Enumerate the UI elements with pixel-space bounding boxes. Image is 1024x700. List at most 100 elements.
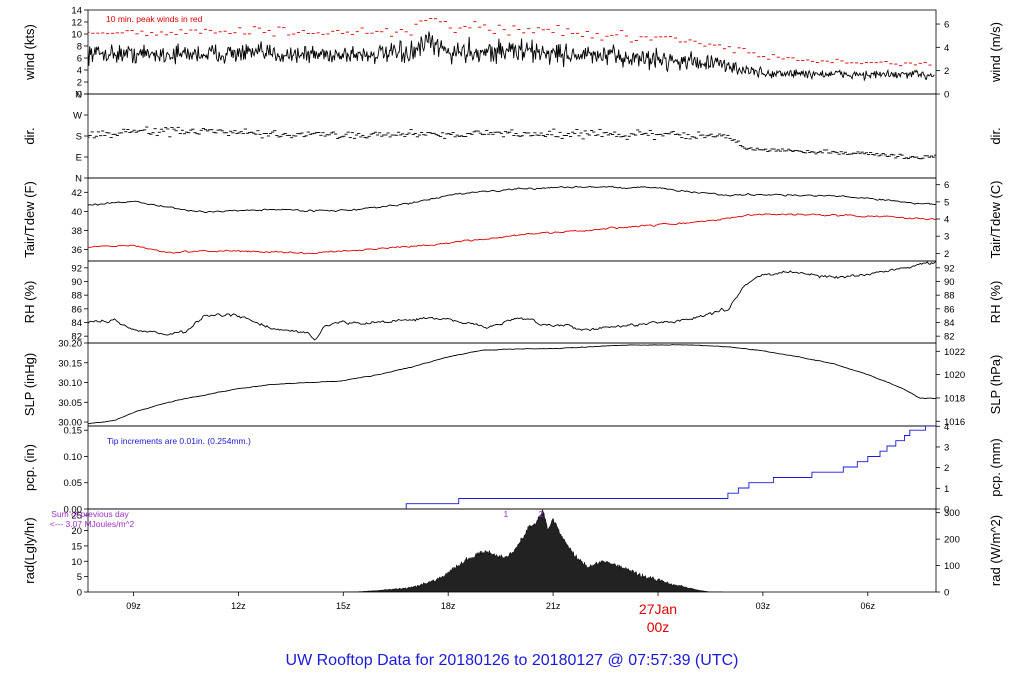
y-tick-label: 0.15	[64, 426, 83, 437]
y-tick-label: 30.00	[58, 418, 82, 429]
series-area-radiation	[353, 509, 711, 592]
y-axis-label-right: dir.	[988, 127, 1003, 144]
y-tick-label: 90	[71, 277, 82, 288]
y-tick-label: 0.05	[64, 478, 83, 489]
x-tick-label: 18z	[441, 601, 456, 611]
series-line-wind speed	[88, 31, 935, 82]
y-tick-label: 88	[71, 291, 82, 302]
series-marks-wind dir	[88, 126, 936, 160]
y-tick-label-right: 92	[944, 263, 955, 274]
y-tick-label: 38	[71, 226, 82, 237]
panel-pressure: 30.00 30.05 30.10 30.15 30.20 1016 1018 1020 102…	[22, 339, 1003, 429]
series-line-Tdew	[88, 213, 936, 255]
y-tick-label: 0.10	[64, 452, 83, 463]
y-tick-label: N	[75, 174, 82, 185]
y-tick-label-right: 2	[944, 66, 949, 77]
y-tick-label: 92	[71, 263, 82, 274]
y-tick-label: 30.15	[58, 358, 82, 369]
y-tick-label-right: 84	[944, 318, 955, 329]
y-tick-label-right: 90	[944, 277, 955, 288]
y-tick-label-right: 3	[944, 442, 949, 453]
y-tick-label: 12	[71, 18, 82, 29]
y-tick-label: N	[75, 90, 82, 101]
y-tick-label-right: 86	[944, 304, 955, 315]
x-tick-label: 15z	[336, 601, 351, 611]
panel-annotation: <--- 3.07 MJoules/m^2	[50, 519, 135, 529]
x-tick-label: 06z	[861, 601, 876, 611]
y-tick-label-right: 82	[944, 332, 955, 343]
panel-frame	[87, 93, 937, 179]
y-tick-label-right: 5	[944, 197, 949, 208]
y-tick-label: 82	[71, 332, 82, 343]
y-axis-label: rad(Lgly/hr)	[22, 517, 37, 583]
y-tick-label: 0	[77, 90, 82, 101]
y-tick-label: S	[76, 132, 82, 143]
y-tick-label-right: 1018	[944, 393, 965, 404]
y-tick-label-right: 0	[944, 90, 949, 101]
y-tick-label: 10	[71, 557, 82, 568]
y-tick-label: 84	[71, 318, 82, 329]
y-tick-label: 86	[71, 304, 82, 315]
y-tick-label: 25	[71, 511, 82, 522]
x-tick-label: 12z	[231, 601, 246, 611]
y-tick-label-right: 4	[944, 422, 949, 433]
y-axis-label: dir.	[22, 127, 37, 144]
y-tick-label-right: 0	[944, 505, 949, 516]
y-tick-label-right: 2	[944, 249, 949, 260]
series-line-RH	[88, 261, 936, 341]
y-tick-label: 4	[77, 66, 82, 77]
y-axis-label: RH (%)	[22, 281, 37, 324]
y-tick-label: 5	[77, 572, 82, 583]
y-tick-label: 10	[71, 30, 82, 41]
y-tick-label: E	[76, 153, 82, 164]
y-tick-label-right: 1016	[944, 417, 965, 428]
y-axis-label: SLP (inHg)	[22, 353, 37, 416]
y-tick-label-right: 1022	[944, 347, 965, 358]
y-tick-label: 8	[77, 42, 82, 53]
x-tick-label: 03z	[756, 601, 771, 611]
y-tick-label: W	[73, 111, 82, 122]
y-tick-label-right: 0	[944, 588, 949, 599]
series-line-Tair	[88, 185, 936, 214]
y-tick-label-right: 300	[944, 508, 960, 519]
y-tick-label-right: 88	[944, 291, 955, 302]
y-tick-label: 6	[77, 54, 82, 65]
panel-frame	[87, 260, 937, 344]
y-axis-label: wind (kts)	[22, 24, 37, 81]
sun-marker: 2	[538, 509, 543, 519]
sun-marker: 1	[504, 509, 509, 519]
y-tick-label-right: 2	[944, 463, 949, 474]
panel-annotation: Sum of previous day	[51, 509, 129, 519]
y-axis-label: Tair/Tdew (F)	[22, 181, 37, 258]
y-axis-label-right: wind (m/s)	[988, 22, 1003, 83]
series-line-accum	[88, 426, 936, 509]
y-tick-label: 15	[71, 541, 82, 552]
y-tick-label-right: 200	[944, 535, 960, 546]
y-tick-label: 2	[77, 78, 82, 89]
x-day-hour-label: 00z	[647, 619, 670, 635]
y-tick-label-right: 4	[944, 43, 949, 54]
y-tick-label-right: 100	[944, 561, 960, 572]
y-axis-label-right: SLP (hPa)	[988, 355, 1003, 415]
y-tick-label: 14	[71, 6, 82, 17]
panel-annotation: Tip increments are 0.01in. (0.254mm.)	[107, 436, 251, 446]
y-tick-label: 0	[77, 588, 82, 599]
y-axis-label: pcp. (in)	[22, 444, 37, 491]
y-tick-label-right: 1	[944, 484, 949, 495]
y-tick-label: 30.05	[58, 398, 82, 409]
x-day-label: 27Jan	[639, 601, 677, 617]
panel-rh: 82 84 86 88 90 92 82 84 86 88 90 92 RH (%) RH (%)	[22, 260, 1003, 344]
y-tick-label: 0.00	[64, 505, 83, 516]
panel-frame	[87, 342, 937, 427]
panel-annotation: 10 min. peak winds in red	[106, 14, 203, 24]
y-tick-label: 20	[71, 526, 82, 537]
y-tick-label-right: 6	[944, 180, 949, 191]
y-tick-label: 40	[71, 207, 82, 218]
y-axis-label-right: Tair/Tdew (C)	[988, 180, 1003, 258]
x-tick-label: 09z	[126, 601, 141, 611]
y-axis-label-right: rad (W/m^2)	[988, 515, 1003, 586]
